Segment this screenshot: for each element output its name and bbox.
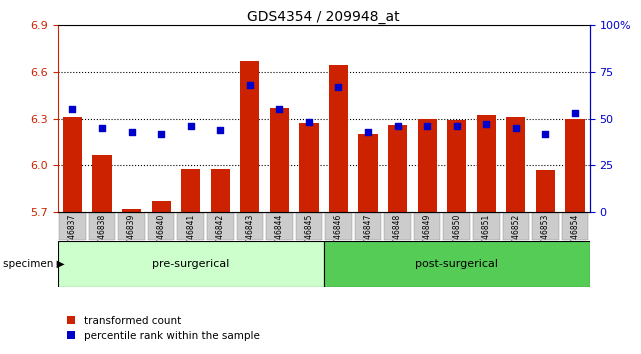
FancyBboxPatch shape bbox=[444, 213, 470, 240]
FancyBboxPatch shape bbox=[562, 213, 588, 240]
Point bbox=[186, 123, 196, 129]
FancyBboxPatch shape bbox=[266, 213, 293, 240]
FancyBboxPatch shape bbox=[178, 213, 204, 240]
Point bbox=[97, 125, 107, 131]
FancyBboxPatch shape bbox=[385, 213, 411, 240]
Text: GSM746837: GSM746837 bbox=[68, 214, 77, 260]
FancyBboxPatch shape bbox=[414, 213, 440, 240]
FancyBboxPatch shape bbox=[207, 213, 233, 240]
Text: GSM746841: GSM746841 bbox=[186, 214, 196, 260]
Bar bbox=[477, 115, 496, 212]
FancyBboxPatch shape bbox=[324, 241, 590, 287]
FancyBboxPatch shape bbox=[503, 213, 529, 240]
Point bbox=[451, 123, 462, 129]
Text: GSM746847: GSM746847 bbox=[363, 214, 372, 260]
FancyBboxPatch shape bbox=[237, 213, 263, 240]
Point bbox=[274, 106, 285, 112]
Bar bbox=[240, 61, 260, 212]
Bar bbox=[181, 169, 200, 212]
Text: GSM746852: GSM746852 bbox=[512, 214, 520, 260]
FancyBboxPatch shape bbox=[354, 213, 381, 240]
FancyBboxPatch shape bbox=[473, 213, 499, 240]
FancyBboxPatch shape bbox=[59, 213, 86, 240]
Point bbox=[215, 127, 226, 133]
Text: GSM746848: GSM746848 bbox=[393, 214, 402, 260]
Bar bbox=[388, 125, 407, 212]
Bar bbox=[151, 201, 171, 212]
Text: GSM746846: GSM746846 bbox=[334, 214, 343, 260]
Point bbox=[126, 129, 137, 135]
Bar bbox=[536, 170, 555, 212]
Bar bbox=[506, 117, 526, 212]
Point bbox=[422, 123, 432, 129]
Bar bbox=[447, 120, 466, 212]
Text: GSM746839: GSM746839 bbox=[127, 214, 136, 260]
Bar bbox=[358, 134, 378, 212]
FancyBboxPatch shape bbox=[88, 213, 115, 240]
Legend: transformed count, percentile rank within the sample: transformed count, percentile rank withi… bbox=[63, 312, 264, 345]
Point bbox=[392, 123, 403, 129]
Text: GSM746849: GSM746849 bbox=[422, 214, 431, 260]
Text: GSM746843: GSM746843 bbox=[246, 214, 254, 260]
FancyBboxPatch shape bbox=[532, 213, 559, 240]
Point bbox=[540, 131, 551, 136]
FancyBboxPatch shape bbox=[325, 213, 352, 240]
Text: GSM746838: GSM746838 bbox=[97, 214, 106, 260]
Point bbox=[245, 82, 255, 88]
FancyBboxPatch shape bbox=[148, 213, 174, 240]
FancyBboxPatch shape bbox=[296, 213, 322, 240]
Text: pre-surgerical: pre-surgerical bbox=[152, 259, 229, 269]
Text: GSM746851: GSM746851 bbox=[482, 214, 491, 260]
Text: GSM746840: GSM746840 bbox=[156, 214, 165, 260]
Bar bbox=[92, 155, 112, 212]
Bar bbox=[565, 119, 585, 212]
Text: GSM746844: GSM746844 bbox=[275, 214, 284, 260]
Point bbox=[304, 120, 314, 125]
Bar bbox=[122, 209, 141, 212]
Point bbox=[67, 106, 78, 112]
Bar bbox=[329, 65, 348, 212]
FancyBboxPatch shape bbox=[58, 241, 324, 287]
Text: specimen ▶: specimen ▶ bbox=[3, 259, 65, 269]
Point bbox=[333, 84, 344, 90]
Bar bbox=[299, 123, 319, 212]
Text: post-surgerical: post-surgerical bbox=[415, 259, 498, 269]
Text: GSM746854: GSM746854 bbox=[570, 214, 579, 260]
Text: GSM746842: GSM746842 bbox=[216, 214, 225, 260]
Text: GSM746853: GSM746853 bbox=[541, 214, 550, 260]
Title: GDS4354 / 209948_at: GDS4354 / 209948_at bbox=[247, 10, 400, 24]
Bar bbox=[417, 119, 437, 212]
Point bbox=[363, 129, 373, 135]
Bar bbox=[63, 117, 82, 212]
Text: GSM746845: GSM746845 bbox=[304, 214, 313, 260]
Point bbox=[570, 110, 580, 116]
Bar bbox=[270, 108, 289, 212]
Point bbox=[156, 131, 166, 136]
Bar bbox=[211, 169, 230, 212]
Point bbox=[481, 121, 492, 127]
Text: GSM746850: GSM746850 bbox=[452, 214, 462, 260]
Point bbox=[511, 125, 521, 131]
FancyBboxPatch shape bbox=[119, 213, 145, 240]
